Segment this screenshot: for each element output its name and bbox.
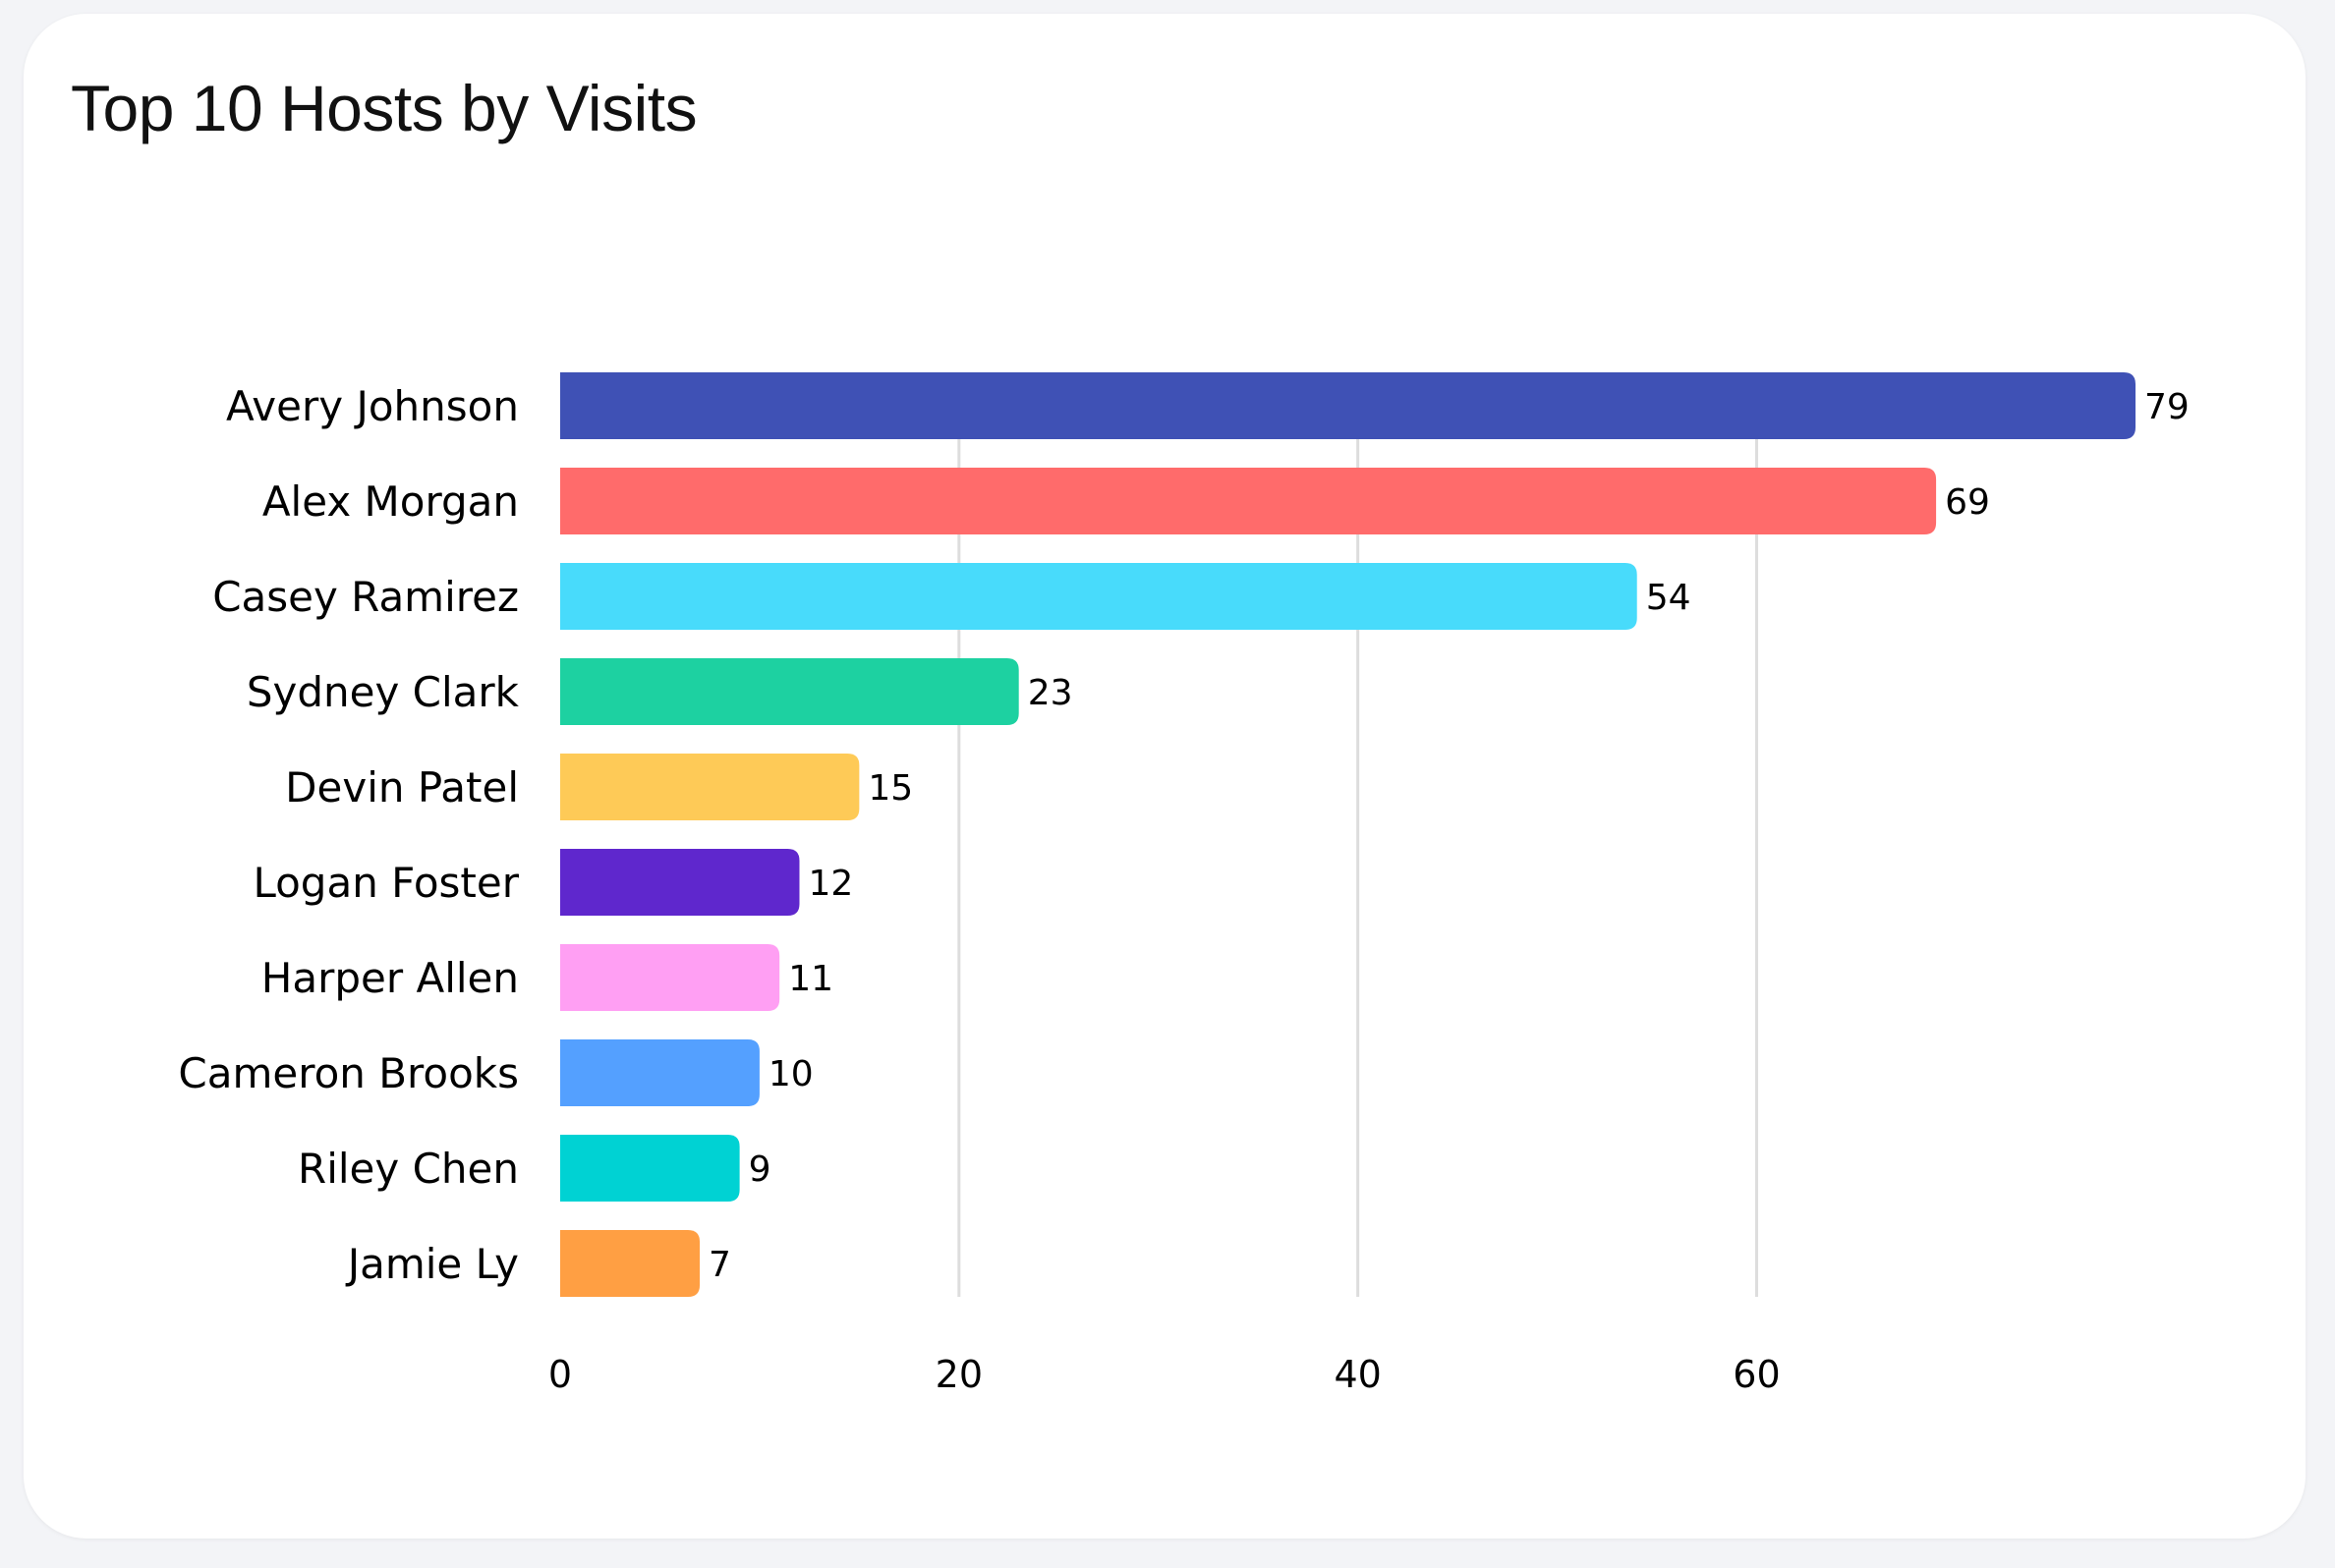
x-tick-label: 60 <box>1733 1353 1780 1396</box>
category-label: Jamie Ly <box>345 1240 519 1288</box>
category-label: Casey Ramirez <box>212 573 519 621</box>
x-tick-label: 0 <box>548 1353 572 1396</box>
data-label: 12 <box>808 864 853 904</box>
bars <box>560 372 2136 1297</box>
data-label: 9 <box>749 1149 771 1190</box>
data-label: 79 <box>2144 387 2190 427</box>
category-label: Harper Allen <box>261 954 519 1002</box>
x-axis-ticks: 0 20 40 60 <box>548 1353 1781 1396</box>
category-label: Logan Foster <box>253 859 519 907</box>
category-label: Sydney Clark <box>247 668 520 716</box>
data-label: 15 <box>868 768 913 809</box>
bar[interactable] <box>560 944 780 1011</box>
category-label: Devin Patel <box>285 763 519 812</box>
chart-title: Top 10 Hosts by Visits <box>71 72 698 144</box>
data-label: 23 <box>1028 673 1073 713</box>
bar[interactable] <box>560 563 1637 630</box>
bar[interactable] <box>560 658 1019 725</box>
data-label: 10 <box>769 1054 814 1094</box>
x-tick-label: 40 <box>1334 1353 1381 1396</box>
category-label: Avery Johnson <box>226 382 519 430</box>
bar[interactable] <box>560 754 860 820</box>
data-label: 69 <box>1945 482 1990 523</box>
chart-card <box>24 14 2306 1539</box>
bar[interactable] <box>560 372 2136 439</box>
x-tick-label: 20 <box>936 1353 983 1396</box>
bar[interactable] <box>560 1230 701 1297</box>
category-label: Riley Chen <box>298 1145 519 1193</box>
bar[interactable] <box>560 849 800 916</box>
data-labels: 79 69 54 23 15 12 11 10 9 7 <box>709 387 2190 1285</box>
category-label: Cameron Brooks <box>178 1049 519 1097</box>
data-label: 11 <box>788 959 833 999</box>
category-label: Alex Morgan <box>262 477 519 526</box>
bar[interactable] <box>560 1039 760 1106</box>
bar[interactable] <box>560 1135 740 1202</box>
data-label: 7 <box>709 1245 731 1285</box>
category-labels: Avery Johnson Alex Morgan Casey Ramirez Syd… <box>178 382 519 1288</box>
bar[interactable] <box>560 468 1937 534</box>
data-label: 54 <box>1646 578 1691 618</box>
